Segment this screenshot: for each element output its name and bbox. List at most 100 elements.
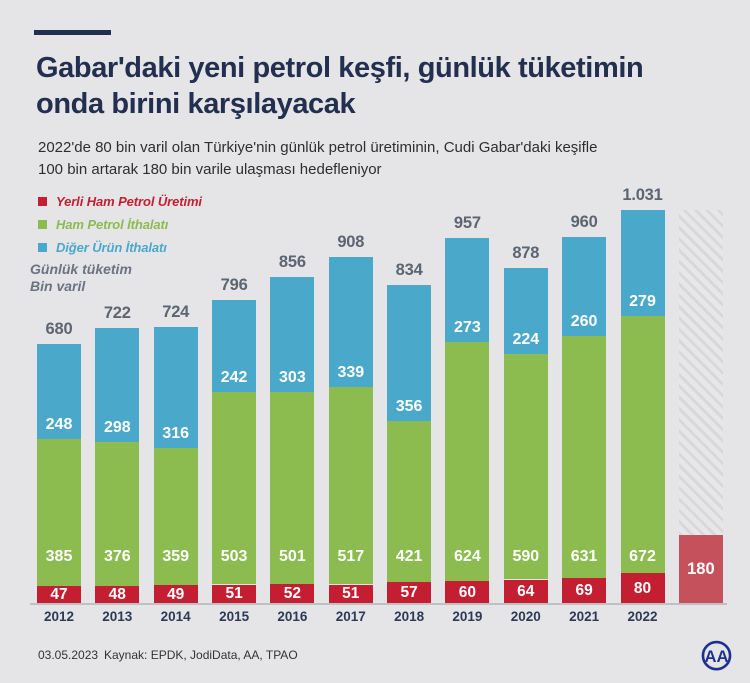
- svg-text:AA: AA: [705, 647, 729, 666]
- bar-segment-crude-import: [445, 342, 490, 581]
- axis-unit-line2: Bin varil: [30, 278, 86, 294]
- segment-value-label: 501: [279, 548, 306, 565]
- aa-agency-logo-icon: AA: [701, 640, 732, 671]
- bar-segment-crude-import: [620, 316, 665, 574]
- segment-value-label: 60: [458, 583, 477, 601]
- segment-value-label: 298: [103, 418, 131, 436]
- x-tick-label: 2013: [102, 609, 133, 624]
- bar-segment-domestic: 60: [445, 581, 490, 604]
- bar-segment-crude-import: [503, 353, 548, 580]
- bar-segment-other-import: [153, 327, 198, 448]
- bar-total-label: 834: [395, 260, 423, 279]
- bar-total-label: 680: [45, 319, 73, 338]
- bar-segment-other-import: [212, 299, 257, 393]
- axis-unit-line1: Günlük tüketim: [30, 261, 132, 277]
- bar-total-label: 724: [162, 303, 190, 321]
- segment-value-label: 64: [517, 582, 535, 600]
- segment-value-label: 385: [45, 548, 73, 565]
- subtitle: 2022'de 80 bin varil olan Türkiye'nin gü…: [38, 137, 698, 181]
- segment-value-label: 242: [220, 369, 248, 386]
- projection-target-segment: 180: [678, 535, 723, 604]
- x-tick-label: 2014: [160, 609, 191, 624]
- bar-segment-domestic: 51: [212, 584, 257, 604]
- projection-value-label: 180: [687, 560, 715, 579]
- x-tick-label: 2012: [43, 609, 75, 624]
- bar-total-label: 957: [453, 213, 481, 232]
- bar-total-label: 1.031: [622, 185, 663, 204]
- legend-swatch-red-icon: [38, 197, 47, 206]
- segment-value-label: 421: [395, 548, 423, 565]
- bar-segment-domestic: 64: [503, 579, 548, 604]
- x-tick-label: 2021: [569, 609, 600, 624]
- segment-value-label: 631: [570, 548, 598, 565]
- axis-unit-label: Günlük tüketim Bin varil: [30, 261, 132, 295]
- bar-segment-crude-import: [212, 392, 257, 585]
- segment-value-label: 356: [395, 398, 423, 416]
- segment-value-label: 376: [103, 548, 131, 565]
- bar-segment-domestic: 49: [153, 585, 198, 604]
- page-title: Gabar'daki yeni petrol keşfi, günlük tük…: [36, 50, 726, 122]
- segment-value-label: 517: [337, 548, 365, 565]
- title-dash: [34, 30, 111, 35]
- segment-value-label: 80: [633, 579, 652, 597]
- segment-value-label: 339: [337, 363, 365, 381]
- legend-label: Ham Petrol İthalatı: [56, 217, 169, 232]
- source-credit: Kaynak: EPDK, JodiData, AA, TPAO: [104, 648, 298, 662]
- segment-value-label: 503: [220, 548, 248, 565]
- bar-segment-other-import: [270, 276, 315, 393]
- x-tick-label: 2020: [510, 609, 541, 624]
- legend-item-crude-imports: Ham Petrol İthalatı: [38, 213, 202, 236]
- legend-item-other-imports: Diğer Ürün İthalatı: [38, 236, 202, 259]
- publish-date: 03.05.2023: [38, 648, 99, 662]
- bar-segment-other-import: [328, 257, 373, 387]
- bar-segment-crude-import: [270, 392, 315, 585]
- x-tick-label: 2022: [627, 609, 658, 624]
- bar-total-label: 722: [103, 303, 131, 322]
- x-tick-label: 2018: [394, 609, 425, 624]
- bar-segment-crude-import: [328, 386, 373, 585]
- x-tick-label: 2019: [452, 609, 483, 624]
- segment-value-label: 51: [225, 585, 243, 603]
- page-title-line2: onda birini karşılayacak: [36, 88, 356, 120]
- bar-segment-other-import: [503, 268, 548, 354]
- bar-segment-domestic: 52: [270, 584, 315, 604]
- segment-value-label: 48: [108, 585, 126, 603]
- bar-segment-crude-import: [95, 441, 140, 586]
- bar-segment-domestic: 47: [37, 586, 81, 604]
- segment-value-label: 590: [512, 548, 540, 565]
- segment-value-label: 224: [512, 330, 540, 348]
- segment-value-label: 672: [629, 548, 656, 565]
- bar-total-label: 908: [337, 233, 365, 251]
- segment-value-label: 49: [167, 585, 185, 603]
- bar-segment-crude-import: [153, 447, 198, 586]
- bar-segment-crude-import: [387, 421, 432, 583]
- legend: Yerli Ham Petrol Üretimi Ham Petrol İtha…: [38, 190, 202, 259]
- segment-value-label: 69: [575, 581, 593, 599]
- bar-segment-other-import: [620, 209, 665, 317]
- segment-value-label: 260: [570, 313, 598, 331]
- bar-segment-other-import: [95, 327, 140, 442]
- projection-hatched-bar: [678, 209, 723, 536]
- segment-value-label: 51: [342, 585, 360, 603]
- legend-swatch-green-icon: [38, 220, 47, 229]
- bar-segment-domestic: 69: [562, 577, 607, 604]
- bar-segment-other-import: [445, 237, 490, 343]
- segment-value-label: 279: [629, 293, 656, 311]
- page-title-line1: Gabar'daki yeni petrol keşfi, günlük tük…: [36, 52, 644, 84]
- bar-total-label: 856: [278, 252, 306, 271]
- x-tick-label: 2015: [219, 609, 250, 624]
- segment-value-label: 52: [283, 585, 302, 603]
- bar-total-label: 960: [570, 212, 598, 231]
- segment-value-label: 273: [454, 319, 481, 337]
- bar-segment-crude-import: [562, 336, 607, 578]
- x-axis-line: [30, 603, 727, 605]
- bar-segment-domestic: 80: [620, 573, 665, 604]
- legend-label: Diğer Ürün İthalatı: [56, 240, 167, 255]
- subtitle-line2: 100 bin artarak 180 bin varile ulaşması …: [38, 161, 382, 178]
- legend-swatch-blue-icon: [38, 243, 47, 252]
- segment-value-label: 316: [162, 424, 190, 442]
- legend-item-domestic-production: Yerli Ham Petrol Üretimi: [38, 190, 202, 213]
- bar-segment-other-import: [37, 343, 81, 439]
